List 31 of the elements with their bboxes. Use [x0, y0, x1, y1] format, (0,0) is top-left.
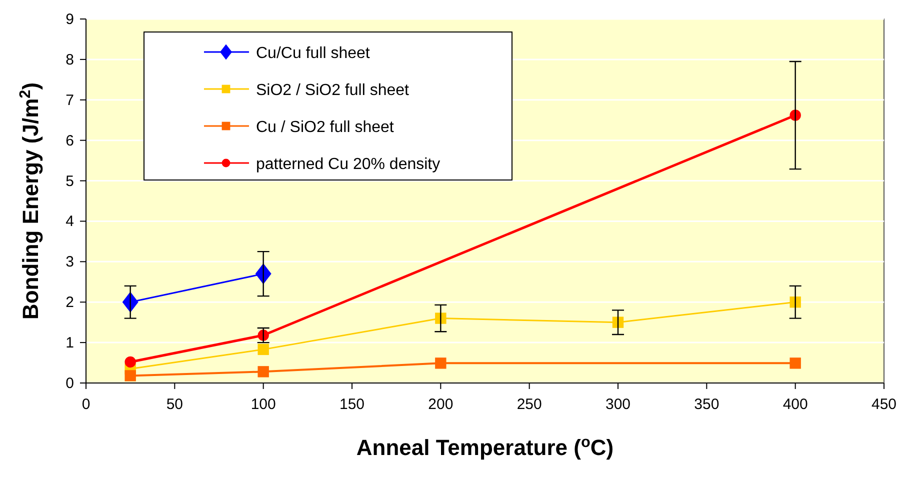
y-tick-label: 8 [66, 51, 74, 68]
point [790, 358, 801, 369]
legend-label: SiO2 / SiO2 full sheet [256, 82, 410, 99]
y-tick-label: 5 [66, 172, 74, 190]
x-tick-label: 100 [250, 396, 276, 413]
point [124, 370, 136, 382]
point [435, 358, 446, 369]
legend-label: Cu/Cu full sheet [256, 45, 370, 62]
x-tick-label: 50 [166, 396, 184, 413]
legend-label: patterned Cu 20% density [256, 156, 440, 173]
point [258, 344, 269, 356]
x-tick-label: 0 [82, 396, 90, 413]
y-tick-label: 4 [66, 213, 74, 230]
legend-label: Cu / SiO2 full sheet [256, 119, 394, 136]
y-tick-label: 7 [66, 92, 74, 109]
y-tick-label: 1 [66, 334, 74, 352]
x-tick-label: 150 [339, 396, 365, 413]
y-tick-label: 2 [66, 294, 74, 312]
x-tick-label: 200 [428, 396, 454, 413]
x-tick-label: 450 [871, 396, 897, 413]
x-tick-label: 300 [605, 396, 631, 413]
y-tick-label: 9 [66, 11, 74, 28]
x-tick-label: 250 [516, 396, 542, 413]
x-tick-label: 350 [694, 396, 720, 413]
point [258, 366, 269, 378]
point [124, 356, 136, 368]
x-tick-label: 400 [782, 396, 808, 413]
y-tick-label: 3 [66, 254, 74, 271]
y-tick-label: 0 [66, 375, 74, 392]
x-axis-title: Anneal Temperature ($^{o}$C) [356, 434, 614, 460]
y-tick-label: 6 [66, 132, 74, 150]
